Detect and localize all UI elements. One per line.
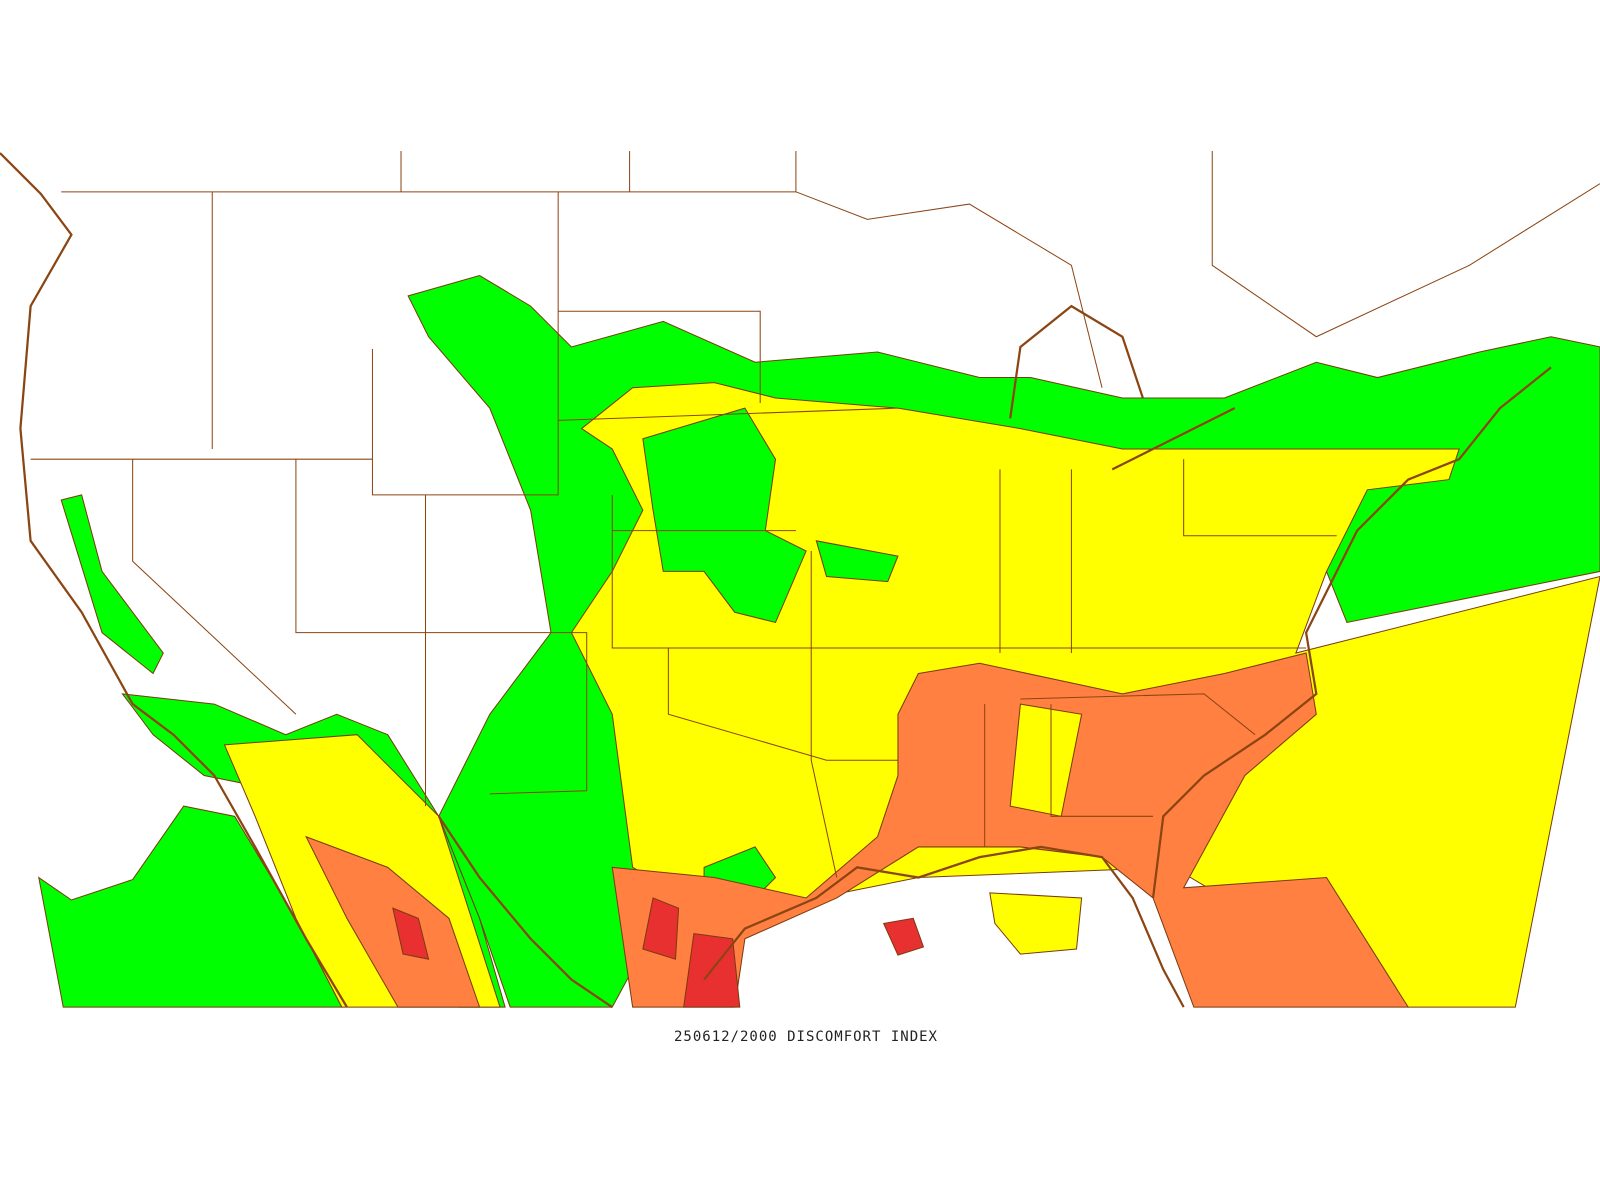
- coast: [1009, 304, 1144, 419]
- border: [795, 151, 1103, 388]
- red-region: [392, 907, 430, 960]
- red-region: [882, 917, 925, 956]
- green-region: [60, 494, 164, 675]
- coast: [1151, 366, 1552, 899]
- border: [132, 459, 297, 715]
- coast: [0, 152, 348, 1008]
- green-region: [815, 540, 899, 583]
- border: [558, 310, 761, 404]
- orange-region: [305, 835, 481, 1008]
- border: [1020, 693, 1256, 736]
- border: [371, 191, 559, 496]
- border: [667, 647, 898, 761]
- border: [810, 551, 838, 878]
- border: [1050, 704, 1154, 817]
- border: [611, 494, 949, 649]
- map-body: [0, 151, 1600, 1009]
- yellow-region: [989, 892, 1083, 955]
- green-region: [642, 407, 807, 624]
- border: [558, 407, 898, 421]
- coastlines: [0, 152, 1552, 1009]
- state-borders: [30, 151, 1600, 878]
- green-region: [38, 805, 343, 1008]
- border: [1183, 459, 1337, 537]
- border: [1211, 151, 1600, 338]
- red-region: [642, 897, 680, 960]
- green-region: [121, 693, 506, 1008]
- coast: [703, 845, 1185, 1008]
- coast: [1111, 407, 1236, 471]
- coast: [437, 815, 613, 1009]
- caption: 250612/2000 DISCOMFORT INDEX: [674, 1029, 938, 1045]
- border: [295, 459, 588, 795]
- orange-region: [611, 652, 1410, 1008]
